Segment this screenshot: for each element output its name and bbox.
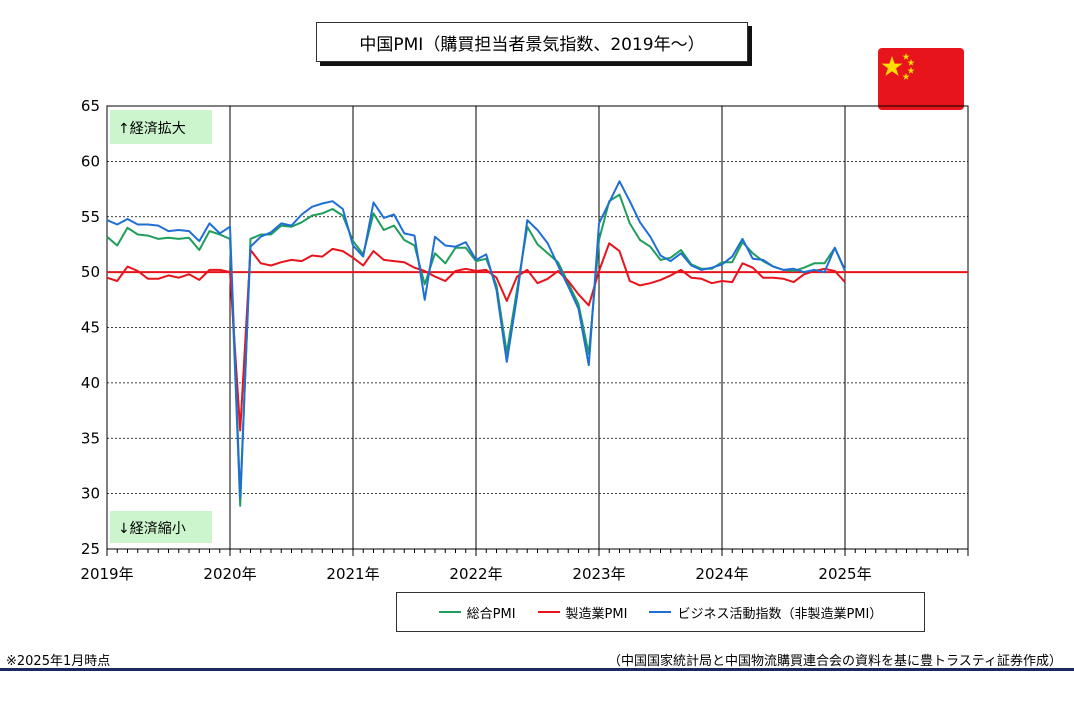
series-line-1 [106, 242, 846, 432]
legend-swatch [438, 611, 461, 613]
legend-swatch [537, 611, 560, 613]
chart-title: 中国PMI（購買担当者景気指数、2019年～） [316, 22, 748, 62]
flag-small-star [902, 73, 910, 80]
footnote-source: （中国国家統計局と中国物流購買連合会の資料を基に豊トラスティ証券作成） [608, 654, 1062, 669]
flag-small-star [902, 53, 910, 60]
pmi-chart: 25 30 35 40 45 50 55 60 65 2019年 2020年 2021年 2022年 20… [80, 97, 969, 583]
y-tick-label: 50 [81, 263, 100, 281]
annotation-bottom-bg [110, 511, 212, 543]
legend-label: 製造業PMI [565, 606, 628, 622]
legend-label: 総合PMI [466, 606, 516, 622]
china-flag-icon [878, 48, 964, 110]
x-tick-label: 2022年 [449, 565, 502, 583]
flag-small-star [907, 59, 915, 66]
y-tick-label: 30 [81, 485, 100, 503]
y-tick-label: 65 [81, 97, 100, 115]
annotation-top-bg [110, 110, 212, 144]
y-tick-label: 60 [81, 152, 100, 170]
bottom-rule [0, 668, 1074, 671]
flag-big-star [881, 56, 903, 76]
y-tick-label: 45 [81, 319, 100, 337]
legend-item-nonmanufacturing: ビジネス活動指数（非製造業PMI） [649, 603, 882, 622]
series-line-2 [106, 180, 846, 500]
x-tick-label: 2020年 [203, 565, 256, 583]
legend-item-manufacturing: 製造業PMI [537, 603, 628, 622]
flag-small-star [907, 67, 915, 74]
x-tick-label: 2021年 [326, 565, 379, 583]
footnote-date: ※2025年1月時点 [6, 654, 111, 669]
y-tick-label: 25 [81, 540, 100, 558]
y-tick-label: 40 [81, 374, 100, 392]
annotation-top: ↑経済拡大 [118, 121, 186, 137]
x-tick-label: 2025年 [818, 565, 871, 583]
legend: 総合PMI 製造業PMI ビジネス活動指数（非製造業PMI） [396, 592, 925, 632]
legend-label: ビジネス活動指数（非製造業PMI） [677, 606, 883, 622]
y-tick-label: 55 [81, 208, 100, 226]
x-tick-label: 2024年 [695, 565, 748, 583]
y-tick-label: 35 [81, 429, 100, 447]
x-tick-label: 2019年 [80, 565, 133, 583]
legend-swatch [649, 611, 672, 613]
x-tick-label: 2023年 [572, 565, 625, 583]
annotation-bottom: ↓経済縮小 [118, 521, 186, 537]
legend-item-composite: 総合PMI [438, 603, 516, 622]
